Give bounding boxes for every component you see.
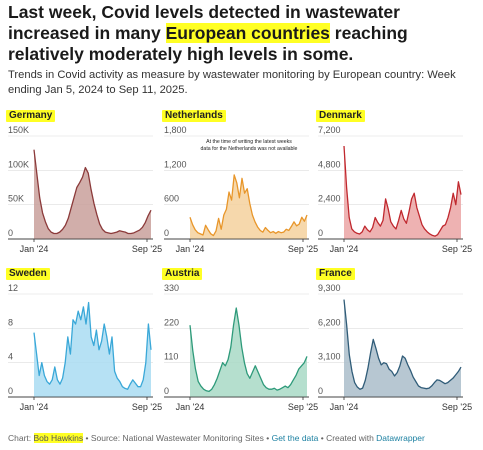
y-tick-label: 7,200: [318, 125, 341, 135]
footer-created: • Created with: [318, 433, 377, 443]
y-tick-label: 600: [164, 194, 179, 204]
y-tick-label: 0: [164, 386, 169, 396]
chart-austria: 0 110 220 330 Jan '24 Sep '25: [164, 283, 318, 412]
footer-source: • Source: National Wastewater Monitoring…: [83, 433, 272, 443]
series-line: [343, 299, 462, 390]
y-tick-label: 8: [8, 317, 13, 327]
x-tick-label: Sep '25: [288, 402, 318, 412]
series-area: [34, 149, 151, 239]
y-tick-label: 0: [164, 228, 169, 238]
y-tick-label: 2,400: [318, 194, 341, 204]
annotation: At the time of writing the latest weeks d…: [201, 139, 298, 152]
y-tick-label: 220: [164, 317, 179, 327]
x-tick-label: Sep '25: [442, 402, 472, 412]
x-tick-label: Jan '24: [20, 244, 49, 254]
chart-france: 0 3,100 6,200 9,300 Jan '24 Sep '25: [318, 283, 472, 412]
panel-sweden: 0 4 8 12 Jan '24 Sep '25 Sweden: [6, 268, 162, 428]
y-tick-label: 1,800: [164, 125, 187, 135]
y-tick-label: 3,100: [318, 352, 341, 362]
chart-germany: 0 50K 100K 150K Jan '24 Sep '25: [8, 125, 162, 254]
panel-austria: 0 110 220 330 Jan '24 Sep '25 Austria: [162, 268, 318, 428]
get-the-data-link[interactable]: Get the data: [271, 433, 319, 443]
y-tick-label: 150K: [8, 125, 29, 135]
panel-germany: 0 50K 100K 150K Jan '24 Sep '25 Germany: [6, 110, 162, 270]
chart-denmark: 0 2,400 4,800 7,200 Jan '24 Sep '25: [318, 125, 472, 254]
x-tick-label: Jan '24: [176, 402, 205, 412]
panel-netherlands: 0 600 1,200 1,800 Jan '24 Sep '25 At the time …: [162, 110, 318, 270]
y-tick-label: 1,200: [164, 159, 187, 169]
panel-label-netherlands: Netherlands: [162, 110, 226, 122]
series-area: [344, 146, 461, 239]
title-text-2: reaching relatively moderately high leve…: [8, 23, 408, 64]
x-tick-label: Sep '25: [288, 244, 318, 254]
chart-title: Last week, Covid levels detected in wast…: [8, 2, 478, 65]
series-area: [344, 299, 461, 397]
title-text-1: Last week, Covid levels detected in wast…: [8, 2, 400, 43]
panel-label-sweden: Sweden: [6, 268, 50, 280]
y-tick-label: 9,300: [318, 283, 341, 293]
y-tick-label: 330: [164, 283, 179, 293]
footer-chart-label: Chart:: [8, 433, 34, 443]
series-line: [343, 145, 462, 237]
y-tick-label: 100K: [8, 159, 29, 169]
series-line: [189, 307, 308, 393]
title-highlight: European countries: [165, 23, 330, 43]
panel-label-germany: Germany: [6, 110, 56, 122]
y-tick-label: 0: [8, 386, 13, 396]
x-tick-label: Sep '25: [132, 244, 162, 254]
x-tick-label: Jan '24: [20, 402, 49, 412]
y-tick-label: 4,800: [318, 159, 341, 169]
y-tick-label: 0: [318, 386, 323, 396]
panel-denmark: 0 2,400 4,800 7,200 Jan '24 Sep '25 Denmark: [316, 110, 472, 270]
chart-sweden: 0 4 8 12 Jan '24 Sep '25: [8, 283, 162, 412]
chart-netherlands: 0 600 1,200 1,800 Jan '24 Sep '25 At the time …: [164, 125, 318, 254]
x-tick-label: Jan '24: [330, 402, 359, 412]
series-area: [190, 308, 307, 397]
x-tick-label: Jan '24: [176, 244, 205, 254]
y-tick-label: 6,200: [318, 317, 341, 327]
y-tick-label: 12: [8, 283, 18, 293]
x-tick-label: Jan '24: [330, 244, 359, 254]
x-tick-label: Sep '25: [132, 402, 162, 412]
series-line: [189, 174, 308, 237]
series-line: [33, 301, 152, 390]
panel-label-denmark: Denmark: [316, 110, 365, 122]
panel-label-austria: Austria: [162, 268, 203, 280]
y-tick-label: 110: [164, 352, 178, 362]
x-tick-label: Sep '25: [442, 244, 472, 254]
y-tick-label: 0: [8, 228, 13, 238]
chart-subtitle: Trends in Covid activity as measure by w…: [8, 69, 456, 96]
series-line: [33, 149, 152, 235]
series-area: [34, 302, 151, 397]
footer: Chart: Bob Hawkins • Source: National Wa…: [8, 433, 425, 443]
footer-author: Bob Hawkins: [33, 433, 84, 443]
panel-label-france: France: [316, 268, 355, 280]
y-tick-label: 4: [8, 352, 13, 362]
y-tick-label: 50K: [8, 194, 24, 204]
panel-france: 0 3,100 6,200 9,300 Jan '24 Sep '25 France: [316, 268, 472, 428]
y-tick-label: 0: [318, 228, 323, 238]
datawrapper-link[interactable]: Datawrapper: [376, 433, 425, 443]
